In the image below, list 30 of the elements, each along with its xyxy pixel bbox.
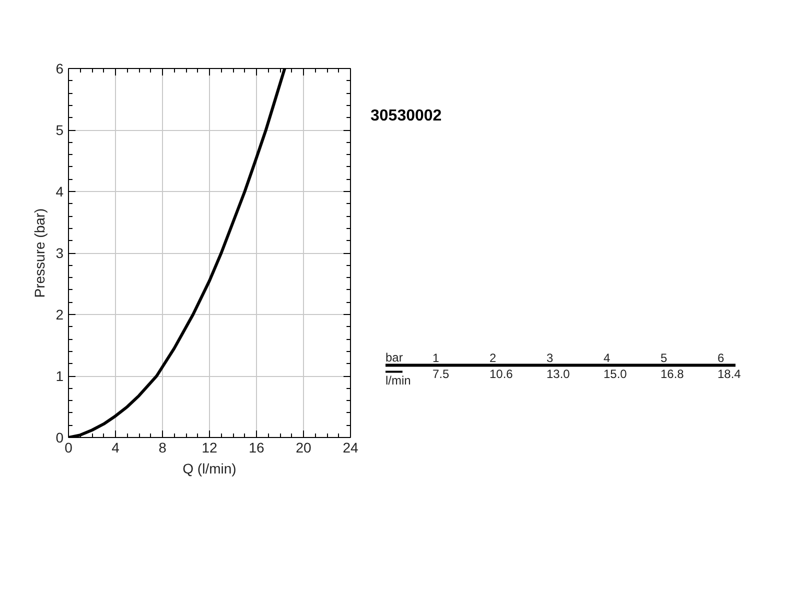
text: 4 — [604, 351, 610, 366]
text: 3 — [546, 351, 554, 366]
x-tick-label: 24 — [342, 440, 358, 456]
text: 15.0 — [604, 367, 628, 382]
text: l/min — [386, 373, 411, 388]
text: bar — [386, 350, 403, 365]
text: 30530002 — [370, 108, 442, 125]
y-tick-label: 5 — [56, 122, 64, 138]
text: 6 — [718, 351, 724, 366]
text: 7.5 — [432, 367, 450, 382]
text: 1 — [432, 351, 440, 366]
y-axis-title: Pressure (bar) — [32, 208, 48, 298]
text: 2 — [490, 351, 496, 366]
y-tick-label: 4 — [56, 184, 64, 200]
y-tick-label: 2 — [56, 306, 64, 322]
text: 10.6 — [490, 367, 514, 382]
x-tick-label: 20 — [296, 440, 312, 456]
x-tick-label: 8 — [158, 440, 167, 456]
text: 18.4 — [718, 367, 742, 382]
y-tick-label: 6 — [56, 60, 64, 76]
y-tick-label: 0 — [56, 430, 64, 446]
y-tick-label: 3 — [56, 245, 64, 261]
x-tick-label: 12 — [202, 440, 218, 456]
text: 13.0 — [546, 367, 570, 382]
text: 16.8 — [660, 367, 684, 382]
x-tick-label: 16 — [248, 440, 264, 456]
text: 5 — [660, 351, 668, 366]
y-tick-label: 1 — [56, 368, 64, 384]
x-tick-label: 4 — [112, 440, 120, 456]
x-axis-title: Q (l/min) — [182, 460, 236, 476]
